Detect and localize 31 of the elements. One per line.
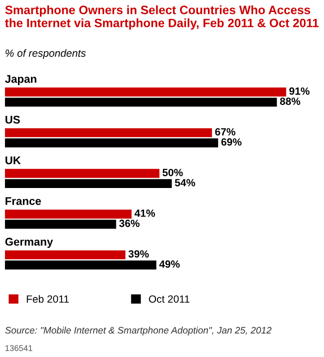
bar xyxy=(4,128,212,138)
y-tick-label: France xyxy=(6,197,41,205)
source-note: Source: "Mobile Internet & Smartphone Adoption", Jan 25, 2012 xyxy=(5,326,272,336)
chart-subtitle: % of respondents xyxy=(6,49,86,59)
bar xyxy=(4,88,286,96)
data-label: 49% xyxy=(159,260,180,268)
y-tick-label: Japan xyxy=(5,75,36,86)
bar xyxy=(4,98,277,107)
bar xyxy=(4,210,132,219)
bar xyxy=(4,250,126,260)
y-tick-label: UK xyxy=(6,156,21,164)
bar xyxy=(4,260,156,270)
data-label: 50% xyxy=(162,168,183,176)
bar xyxy=(4,138,218,148)
y-tick-label: US xyxy=(6,116,20,124)
data-label: 41% xyxy=(134,210,155,217)
data-label: 67% xyxy=(215,128,236,136)
chart-title: Smartphone Owners in Select Countries Who Access the Internet via Smartphone Daily, Feb 2011 & Oct 2011 xyxy=(5,5,319,30)
data-label: 91% xyxy=(289,87,310,95)
legend-label: Oct 2011 xyxy=(148,295,190,303)
bar xyxy=(4,179,172,188)
data-label: 39% xyxy=(128,250,149,258)
data-label: 54% xyxy=(174,179,196,186)
y-tick-label: Germany xyxy=(5,238,53,248)
bar xyxy=(4,168,160,178)
bar xyxy=(4,220,116,229)
legend-label: Feb 2011 xyxy=(26,295,69,303)
text: 136541 xyxy=(5,345,32,352)
data-label: 88% xyxy=(280,98,300,105)
data-label: 36% xyxy=(119,220,140,228)
data-label: 69% xyxy=(221,138,242,146)
